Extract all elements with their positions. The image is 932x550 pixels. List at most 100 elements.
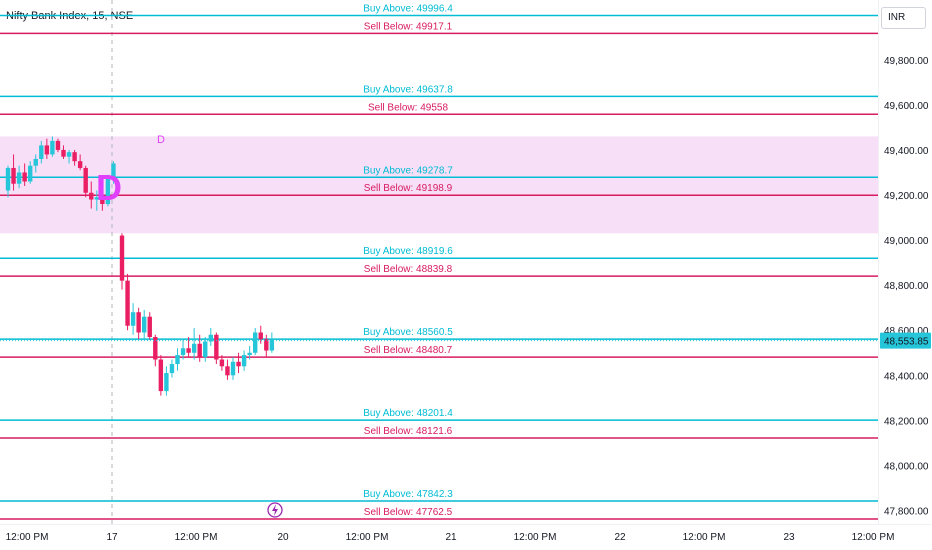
candle — [61, 145, 66, 159]
candle — [50, 136, 55, 157]
candle — [180, 339, 186, 360]
candle — [5, 165, 11, 198]
candle — [269, 332, 275, 353]
time-tick-label: 12:00 PM — [683, 532, 726, 543]
last-price-badge — [880, 332, 931, 349]
candle-body — [39, 145, 44, 159]
candle — [16, 165, 22, 189]
candle-body — [83, 167, 88, 193]
price-tick-label: 49,800.00 — [884, 56, 929, 67]
candle-body — [230, 361, 236, 376]
candle-body — [136, 312, 141, 333]
candle-body — [66, 152, 72, 157]
candle-body — [28, 165, 33, 182]
price-tick-label: 49,200.00 — [884, 191, 929, 202]
candle-body — [197, 343, 202, 358]
candle — [214, 332, 219, 365]
buy-level-label: Buy Above: 47842.3 — [363, 489, 453, 500]
last-price-label: 48,553.85 — [884, 337, 929, 348]
candle — [142, 309, 147, 340]
candle-body — [147, 316, 152, 337]
candle-body — [186, 348, 191, 353]
candle — [33, 154, 38, 173]
candle — [147, 312, 152, 340]
candle-body — [258, 332, 263, 340]
candle-body — [236, 361, 241, 367]
candle — [105, 174, 111, 207]
price-axis[interactable]: 47,800.00 48,000.00 48,200.00 48,400.00 48,6… — [878, 0, 932, 524]
candle — [72, 149, 77, 166]
candle-body — [214, 334, 219, 360]
candle-body — [225, 366, 230, 376]
candle — [225, 359, 230, 380]
candle — [264, 334, 269, 358]
currency-button[interactable]: INR — [881, 7, 926, 29]
candle — [241, 350, 247, 371]
candle — [94, 190, 99, 211]
zone-label-large: D — [96, 167, 122, 208]
price-tick-label: 48,600.00 — [884, 326, 929, 337]
sell-level-label: Sell Below: 48480.7 — [364, 345, 453, 356]
candle-body — [264, 339, 269, 351]
sell-level-label: Sell Below: 49917.1 — [364, 21, 453, 32]
candle-body — [5, 167, 11, 191]
candle — [66, 149, 72, 164]
candle-body — [153, 336, 158, 360]
candle — [111, 161, 116, 184]
candle-body — [11, 167, 16, 184]
candle-body — [22, 172, 27, 182]
candle-body — [158, 359, 164, 392]
candle-body — [169, 364, 175, 374]
sell-level-label: Sell Below: 49558 — [368, 102, 448, 113]
candle-body — [191, 343, 197, 353]
candle-body — [164, 373, 169, 392]
time-axis[interactable]: 12:00 PM 17 12:00 PM 20 12:00 PM 21 12:00 PM 22… — [0, 524, 932, 550]
time-tick-label: 20 — [277, 532, 289, 543]
candle — [100, 188, 105, 211]
candle-body — [208, 334, 213, 342]
candle-body — [44, 145, 50, 155]
candle — [153, 334, 158, 367]
buy-level-label: Buy Above: 48919.6 — [363, 246, 453, 257]
buy-level-label: Buy Above: 48201.4 — [363, 408, 453, 419]
candle — [28, 161, 33, 184]
candle-body — [50, 140, 55, 155]
time-tick-label: 12:00 PM — [175, 532, 218, 543]
candle — [208, 327, 213, 347]
candle — [169, 359, 175, 378]
candle — [175, 348, 180, 371]
candle-body — [111, 163, 116, 177]
candle-body — [94, 197, 99, 200]
candle — [11, 154, 16, 191]
candle — [158, 355, 164, 396]
sell-level-label: Sell Below: 49198.9 — [364, 183, 453, 194]
candle-body — [16, 172, 22, 184]
time-tick-label: 12:00 PM — [852, 532, 895, 543]
price-tick-label: 49,000.00 — [884, 236, 929, 247]
candle — [197, 334, 202, 362]
candle-body — [247, 352, 252, 356]
candle-body — [72, 152, 77, 162]
buy-level-label: Buy Above: 49996.4 — [363, 4, 453, 15]
candle-body — [142, 316, 147, 333]
time-tick-label: 12:00 PM — [346, 532, 389, 543]
price-chart[interactable]: Buy Above: 49996.4 Sell Below: 49917.1 Buy… — [0, 0, 878, 524]
candle — [130, 303, 136, 335]
candle — [119, 233, 125, 290]
candle-body — [125, 280, 130, 326]
candle — [258, 325, 263, 344]
candle-body — [33, 158, 38, 166]
time-tick-label: 21 — [445, 532, 457, 543]
candle-body — [77, 161, 83, 168]
buy-level-label: Buy Above: 48560.5 — [363, 327, 453, 338]
zone-label-small: D — [157, 134, 165, 146]
candle — [55, 138, 61, 153]
time-tick-label: 12:00 PM — [514, 532, 557, 543]
candle-body — [105, 176, 111, 205]
candle-body — [180, 348, 186, 356]
candle — [39, 140, 44, 164]
candle — [186, 336, 191, 358]
candle-body — [269, 339, 275, 351]
candle-body — [130, 312, 136, 326]
price-tick-label: 48,200.00 — [884, 416, 929, 427]
